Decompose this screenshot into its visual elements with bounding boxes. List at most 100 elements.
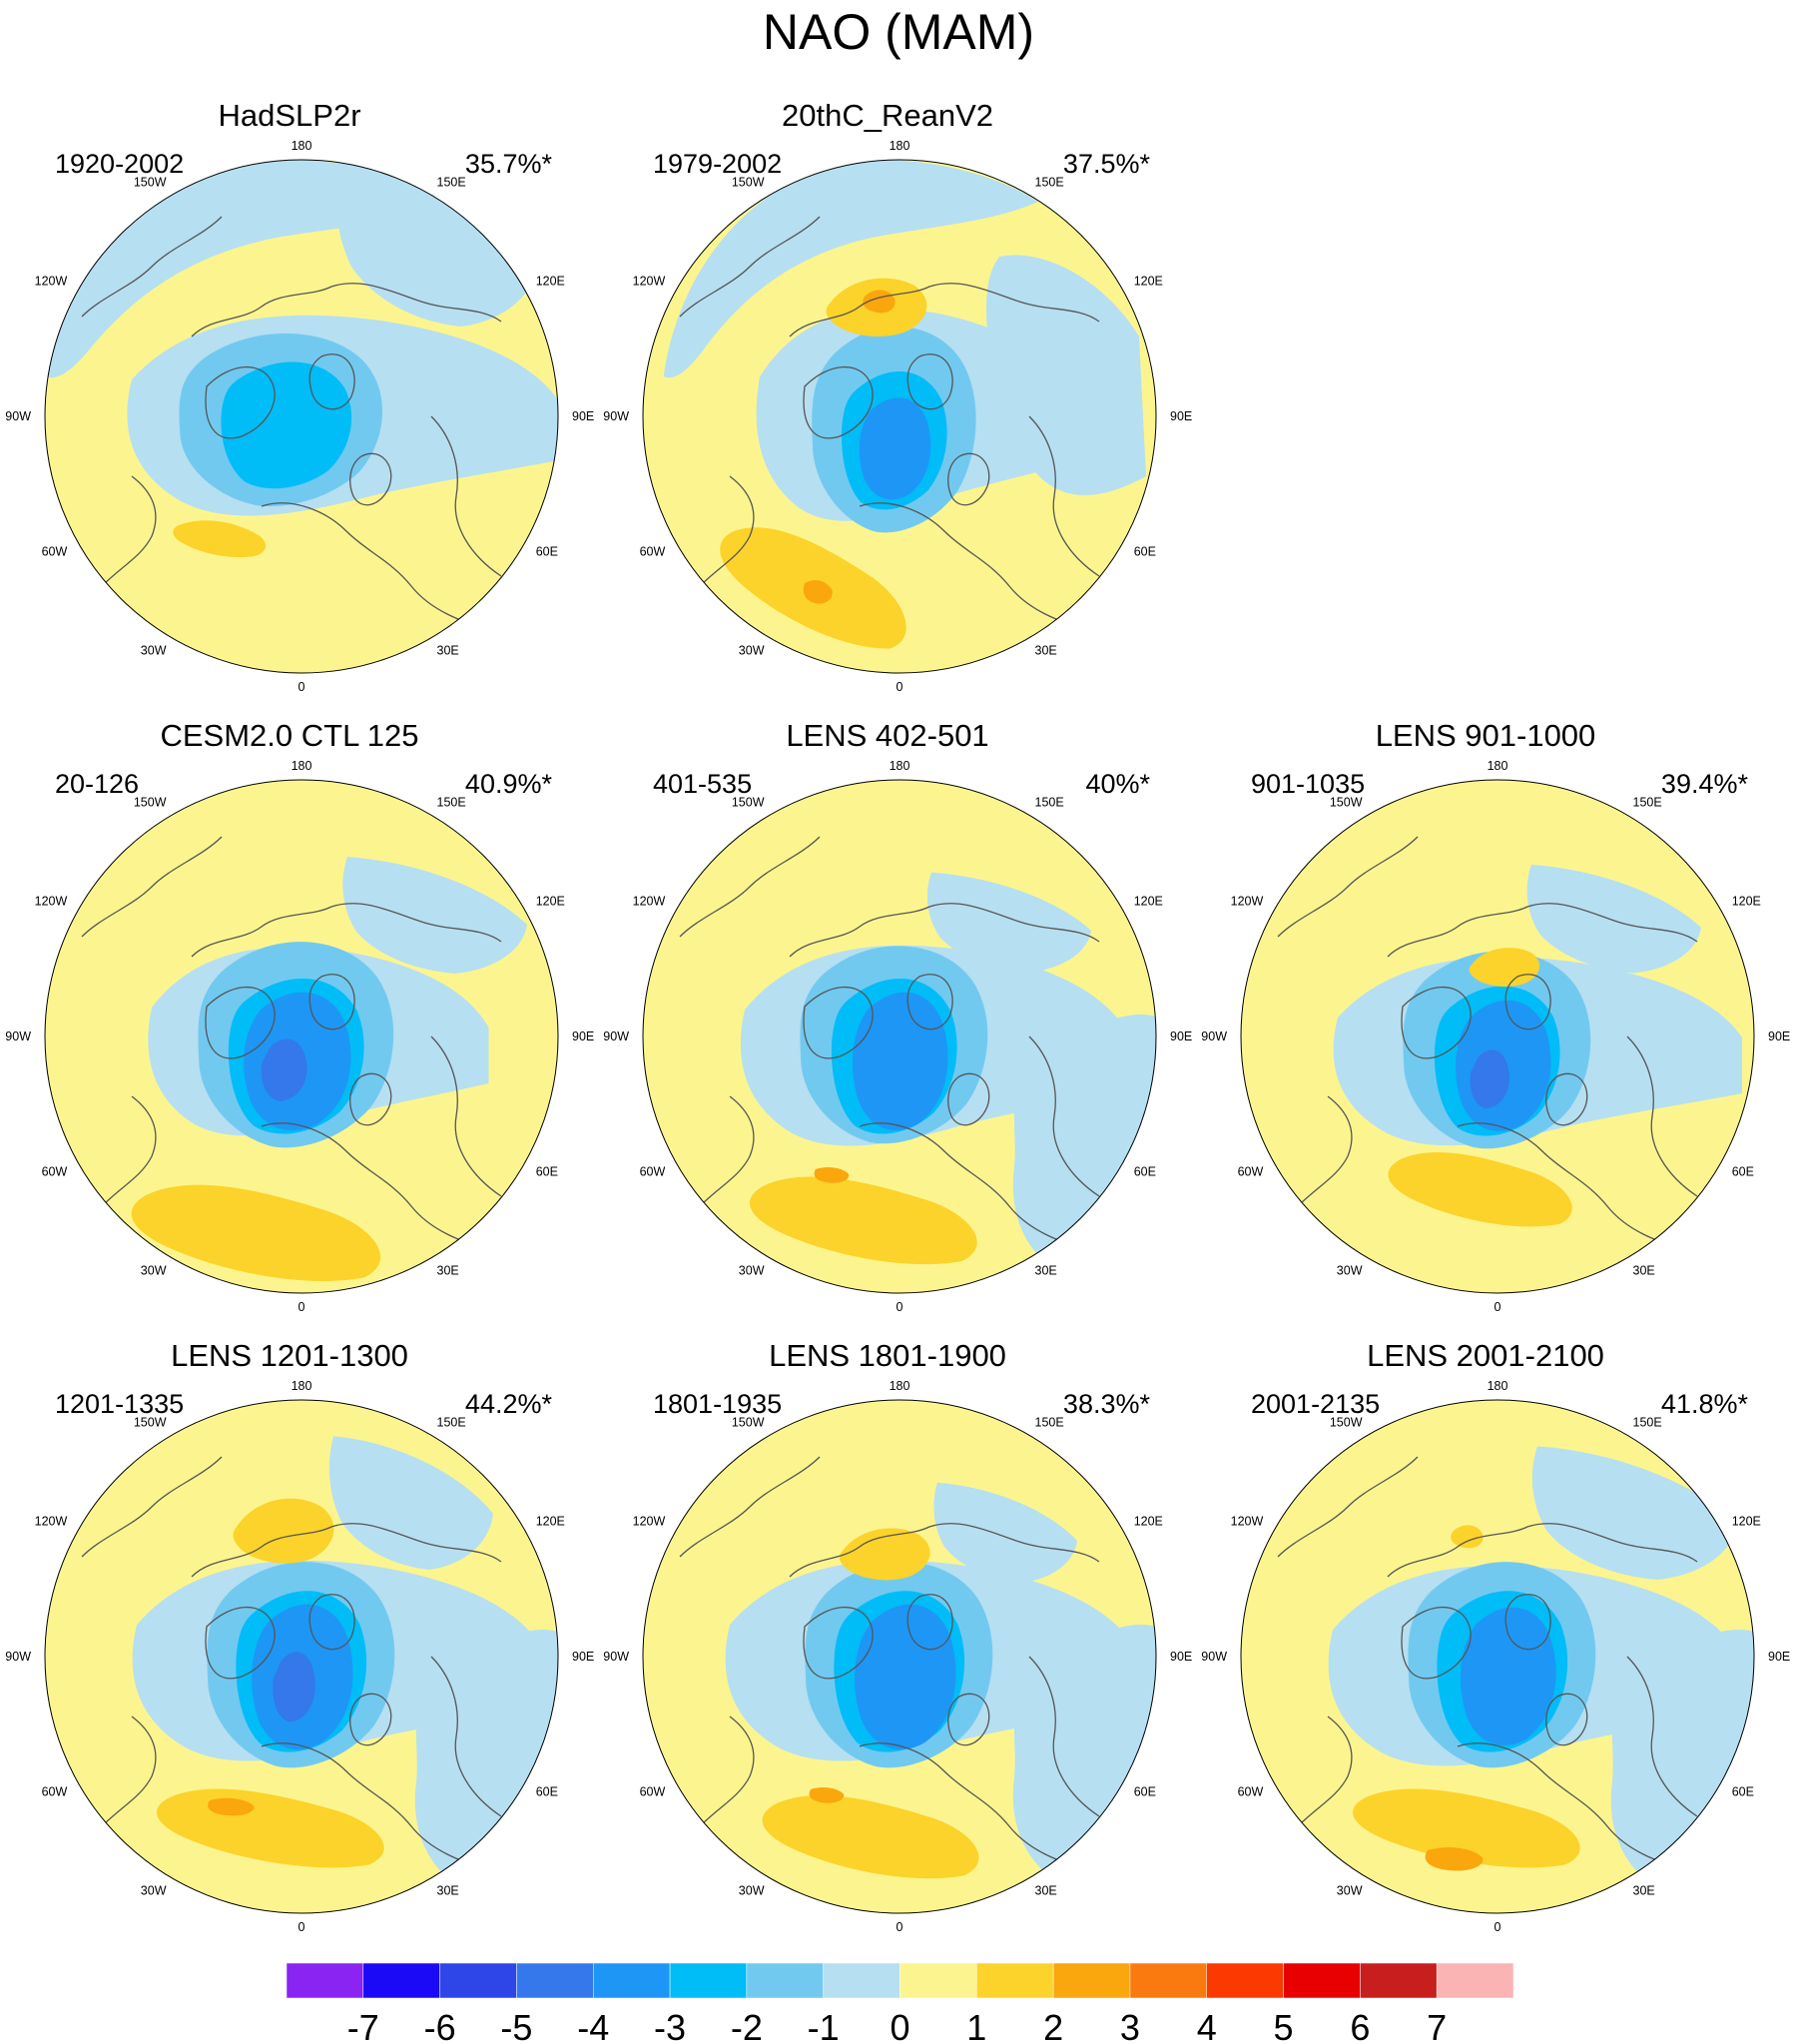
- colorbar-label: -3: [654, 2007, 686, 2044]
- contour-pos2: [749, 1176, 977, 1265]
- map-boundary: [44, 1399, 559, 1914]
- longitude-label: 30W: [739, 1884, 765, 1898]
- contour-neg1: [1012, 1015, 1156, 1266]
- colorbar-label: -4: [577, 2007, 609, 2044]
- longitude-label: 30E: [437, 1884, 459, 1898]
- coastlines: [81, 216, 502, 632]
- contour-pos2: [1352, 1788, 1580, 1868]
- panel-lens-402-501: LENS 402-501 401-535 40%* 180 150E 120E 90E…: [603, 716, 1192, 1314]
- longitude-label: 150W: [134, 1415, 167, 1429]
- longitude-label: 150E: [1035, 1415, 1064, 1429]
- colorbar-swatch: [976, 1962, 1054, 1999]
- longitude-label: 150E: [1035, 795, 1064, 809]
- longitude-label: 180: [1488, 1379, 1508, 1393]
- longitude-label: 180: [890, 759, 910, 773]
- longitude-label: 90W: [603, 1029, 629, 1043]
- longitude-label: 90E: [1170, 1029, 1192, 1043]
- colorbar-label: 3: [1120, 2007, 1140, 2044]
- longitude-label: 0: [1495, 1920, 1501, 1934]
- contour-pos3: [803, 580, 833, 604]
- coastlines: [679, 216, 1100, 632]
- longitude-label: 90E: [1170, 409, 1192, 423]
- figure-title: NAO (MAM): [762, 4, 1035, 60]
- map-boundary: [1240, 1399, 1755, 1914]
- contour-neg5: [273, 1652, 315, 1722]
- colorbar-swatch: [1206, 1962, 1284, 1999]
- polar-map: 180 150E 120E 90E 60E 30E 0 30W 60W 90W 120W 150W: [603, 1379, 1192, 1934]
- contour-pos2: [173, 520, 267, 558]
- longitude-label: 120W: [35, 895, 68, 909]
- longitude-label: 90E: [1170, 1650, 1192, 1664]
- colorbar-label: -1: [808, 2007, 840, 2044]
- longitude-label: 90E: [572, 1650, 594, 1664]
- longitude-label: 0: [897, 680, 903, 694]
- longitude-label: 180: [1488, 759, 1508, 773]
- longitude-label: 150E: [437, 175, 466, 189]
- longitude-label: 90E: [1768, 1029, 1790, 1043]
- panel-title: LENS 901-1000: [1375, 718, 1596, 753]
- longitude-label: 90W: [603, 409, 629, 423]
- contour-neg1: [1526, 864, 1701, 974]
- panel-hadslp2r: HadSLP2r 1920-2002 35.7%* 180 150E 120E 90E…: [5, 96, 594, 694]
- longitude-label: 150W: [732, 1415, 765, 1429]
- colorbar-label: -7: [347, 2007, 379, 2044]
- longitude-label: 120W: [633, 275, 666, 289]
- colorbar-swatch: [1436, 1962, 1514, 1999]
- longitude-label: 120E: [1732, 1515, 1761, 1529]
- longitude-label: 90W: [603, 1650, 629, 1664]
- longitude-label: 120E: [536, 1515, 565, 1529]
- colorbar-label: -5: [500, 2007, 532, 2044]
- polar-map: 180 150E 120E 90E 60E 30E 0 30W 60W 90W 120W 150W: [603, 759, 1192, 1314]
- colorbar-swatch: [1129, 1962, 1207, 1999]
- map-boundary: [1240, 779, 1755, 1294]
- longitude-label: 30W: [141, 1264, 167, 1278]
- contour-pos2: [131, 1184, 381, 1282]
- longitude-label: 180: [292, 1379, 312, 1393]
- longitude-label: 120W: [1231, 1515, 1264, 1529]
- panel-20thc-reanv2: 20thC_ReanV2 1979-2002 37.5%* 180 150E 120…: [603, 96, 1192, 694]
- panel-variance: 35.7%*: [464, 149, 552, 179]
- longitude-label: 30E: [1633, 1264, 1655, 1278]
- panel-variance: 40.9%*: [464, 769, 552, 799]
- longitude-label: 30E: [437, 1264, 459, 1278]
- panel-title: CESM2.0 CTL 125: [160, 718, 419, 753]
- longitude-label: 60W: [640, 1785, 666, 1799]
- contour-neg1: [1531, 1446, 1737, 1580]
- longitude-label: 120E: [1732, 895, 1761, 909]
- contour-pos2: [839, 1528, 930, 1581]
- contour-neg3: [221, 361, 352, 489]
- longitude-label: 150W: [732, 795, 765, 809]
- longitude-label: 0: [897, 1300, 903, 1314]
- longitude-label: 30E: [1633, 1884, 1655, 1898]
- longitude-label: 60E: [1732, 1165, 1754, 1179]
- colorbar-swatch: [746, 1962, 824, 1999]
- longitude-label: 180: [890, 1379, 910, 1393]
- contour-neg1: [1610, 1630, 1754, 1881]
- contour-neg1: [663, 160, 1039, 378]
- colorbar-label: 5: [1274, 2007, 1294, 2044]
- panel-title: LENS 1201-1300: [171, 1338, 408, 1373]
- longitude-label: 90E: [572, 1029, 594, 1043]
- colorbar-swatch: [1360, 1962, 1438, 1999]
- longitude-label: 120E: [536, 275, 565, 289]
- longitude-label: 30W: [141, 644, 167, 658]
- colorbar-swatch: [362, 1962, 440, 1999]
- contour-pos2: [1469, 948, 1540, 988]
- longitude-label: 120W: [633, 895, 666, 909]
- panel-lens-1201-1300: LENS 1201-1300 1201-1335 44.2%* 180 150E 1…: [5, 1336, 594, 1934]
- longitude-label: 30E: [1035, 644, 1057, 658]
- longitude-label: 30W: [739, 644, 765, 658]
- longitude-label: 60E: [1732, 1785, 1754, 1799]
- longitude-label: 90W: [1201, 1029, 1227, 1043]
- longitude-label: 30E: [1035, 1884, 1057, 1898]
- longitude-label: 120E: [1134, 1515, 1163, 1529]
- colorbar-swatch: [1052, 1962, 1131, 1999]
- longitude-label: 150W: [1330, 1415, 1363, 1429]
- contour-neg4: [853, 992, 948, 1130]
- colorbar-swatch: [516, 1962, 594, 1999]
- contour-neg4: [855, 1604, 956, 1750]
- longitude-label: 60E: [1134, 545, 1156, 559]
- colorbar-swatch: [899, 1962, 977, 1999]
- longitude-label: 120E: [1134, 895, 1163, 909]
